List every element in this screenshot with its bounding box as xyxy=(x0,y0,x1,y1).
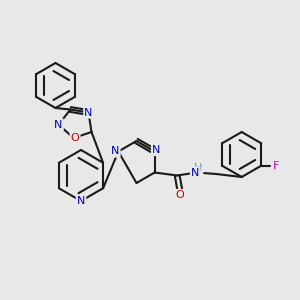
Text: N: N xyxy=(77,196,85,206)
Text: F: F xyxy=(272,161,279,171)
Text: O: O xyxy=(176,190,184,200)
Text: N: N xyxy=(111,146,119,157)
Text: O: O xyxy=(70,133,80,143)
Text: H: H xyxy=(194,163,202,173)
Text: N: N xyxy=(152,145,160,155)
Text: N: N xyxy=(84,107,93,118)
Text: N: N xyxy=(54,119,63,130)
Text: N: N xyxy=(191,167,200,178)
